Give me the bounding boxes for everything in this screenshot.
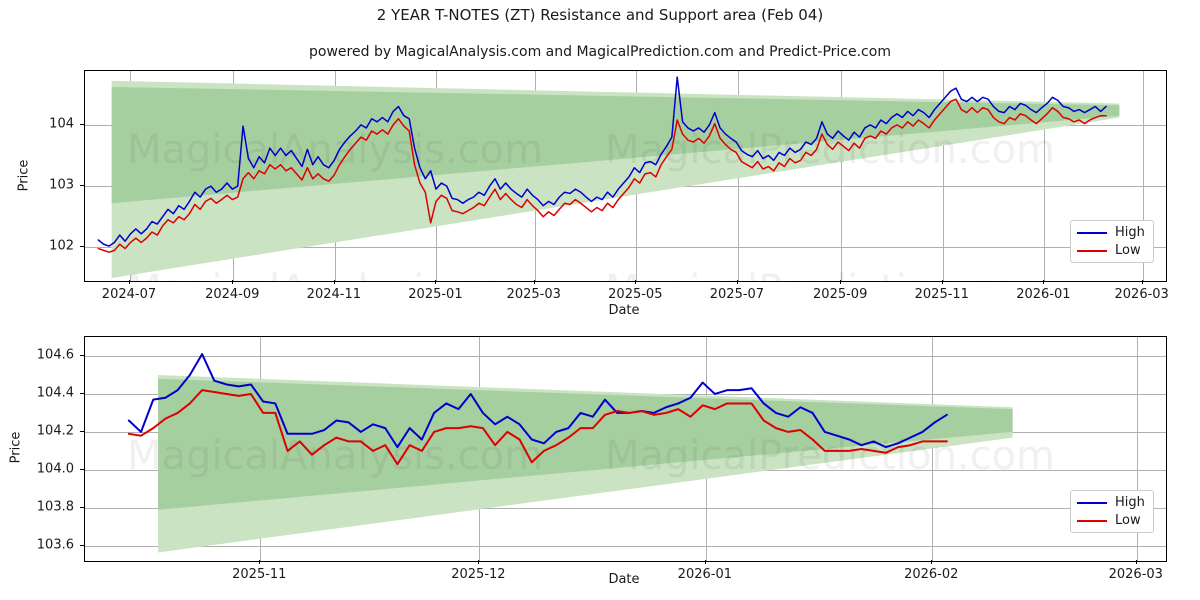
x-axis-tick-label: 2025-09 <box>813 287 868 302</box>
y-axis-tick-mark <box>80 392 84 394</box>
y-axis-tick-mark <box>80 544 84 546</box>
x-axis-tick-mark <box>333 280 335 284</box>
legend-label-low: Low <box>1115 243 1141 258</box>
upper-x-axis-label: Date <box>608 303 640 318</box>
y-axis-tick-mark <box>80 468 84 470</box>
x-axis-tick-label: 2026-01 <box>677 567 733 582</box>
y-axis-tick-label: 104.2 <box>36 423 74 439</box>
y-axis-tick-mark <box>80 246 84 248</box>
x-axis-tick-mark <box>1043 280 1045 284</box>
upper-y-axis-label: Price <box>16 159 32 192</box>
y-axis-tick-label: 104.0 <box>36 461 74 477</box>
legend-entry-low: Low <box>1077 514 1145 527</box>
lower-legend: High Low <box>1070 490 1154 533</box>
y-axis-tick-mark <box>80 185 84 187</box>
x-axis-tick-mark <box>1141 280 1143 284</box>
series-layer <box>127 353 948 466</box>
x-axis-tick-mark <box>704 560 706 564</box>
gridline-vertical <box>1136 337 1138 561</box>
lower-chart-panel: MagicalAnalysis.comMagicalPrediction.com… <box>0 320 1200 600</box>
upper-plot-area: MagicalAnalysis.comMagicalPrediction.com… <box>84 70 1167 282</box>
x-axis-tick-mark <box>259 560 261 564</box>
legend-label-high: High <box>1115 225 1145 240</box>
series-line-high <box>97 76 1107 247</box>
y-axis-tick-label: 104.4 <box>36 385 74 401</box>
y-axis-tick-mark <box>80 123 84 125</box>
gridline-horizontal <box>85 355 1166 357</box>
band-layer <box>158 374 1013 553</box>
x-axis-tick-label: 2025-03 <box>506 287 561 302</box>
gridline-horizontal <box>85 507 1166 509</box>
lower-x-axis-label: Date <box>608 572 640 587</box>
series-line-low <box>127 389 948 466</box>
x-axis-tick-mark <box>635 280 637 284</box>
legend-swatch-high <box>1077 501 1107 504</box>
x-axis-tick-label: 2026-02 <box>904 567 959 582</box>
x-axis-tick-label: 2024-09 <box>205 287 260 302</box>
gridline-horizontal <box>85 247 1166 249</box>
x-axis-tick-label: 2025-07 <box>709 287 765 302</box>
x-axis-tick-label: 2025-05 <box>608 287 663 302</box>
x-axis-tick-label: 2026-03 <box>1108 567 1163 582</box>
legend-swatch-low <box>1077 249 1107 252</box>
legend-entry-high: High <box>1077 496 1145 509</box>
x-axis-tick-label: 2025-01 <box>408 287 463 302</box>
y-axis-tick-label: 103 <box>49 177 74 193</box>
legend-label-high: High <box>1115 495 1145 510</box>
x-axis-tick-mark <box>736 280 738 284</box>
gridline-vertical <box>932 337 934 561</box>
y-axis-tick-label: 104 <box>49 116 74 132</box>
y-axis-tick-label: 103.8 <box>36 499 74 515</box>
x-axis-tick-mark <box>533 280 535 284</box>
lower-plot-area: MagicalAnalysis.comMagicalPrediction.com <box>84 336 1167 562</box>
x-axis-tick-mark <box>931 560 933 564</box>
gridline-vertical <box>942 71 944 281</box>
series-line-low <box>97 98 1107 253</box>
x-axis-tick-label: 2024-07 <box>101 287 157 302</box>
gridline-vertical <box>1142 71 1144 281</box>
gridline-vertical <box>1044 71 1046 281</box>
y-axis-tick-label: 104.6 <box>36 347 74 363</box>
x-axis-tick-mark <box>478 560 480 564</box>
y-axis-tick-mark <box>80 430 84 432</box>
legend-entry-high: High <box>1077 226 1145 239</box>
x-axis-tick-label: 2026-01 <box>1016 287 1071 302</box>
upper-chart-panel: MagicalAnalysis.comMagicalPrediction.com… <box>16 70 1169 318</box>
x-axis-tick-mark <box>232 280 234 284</box>
x-axis-tick-label: 2025-11 <box>232 567 287 582</box>
legend-swatch-high <box>1077 231 1107 234</box>
legend-entry-low: Low <box>1077 244 1145 257</box>
x-axis-tick-mark <box>1135 560 1137 564</box>
x-axis-tick-label: 2026-03 <box>1114 287 1169 302</box>
x-axis-tick-mark <box>840 280 842 284</box>
gridline-horizontal <box>85 545 1166 547</box>
y-axis-tick-mark <box>80 354 84 356</box>
upper-legend: High Low <box>1070 220 1154 263</box>
series-line-high <box>127 353 948 449</box>
band-layer <box>111 80 1120 278</box>
page-title: 2 YEAR T-NOTES (ZT) Resistance and Suppo… <box>376 6 824 24</box>
gridline-vertical <box>841 71 843 281</box>
support-resistance-band-inner <box>111 86 1120 204</box>
x-axis-tick-mark <box>435 280 437 284</box>
x-axis-tick-label: 2025-12 <box>451 567 506 582</box>
x-axis-tick-label: 2025-11 <box>914 287 969 302</box>
x-axis-tick-label: 2024-11 <box>306 287 362 302</box>
y-axis-tick-mark <box>80 506 84 508</box>
x-axis-tick-mark <box>941 280 943 284</box>
legend-swatch-low <box>1077 519 1107 522</box>
x-axis-tick-mark <box>128 280 130 284</box>
y-axis-tick-label: 102 <box>49 238 74 254</box>
y-axis-tick-label: 103.6 <box>36 537 74 553</box>
page-subtitle: powered by MagicalAnalysis.com and Magic… <box>309 44 891 60</box>
support-resistance-band-inner <box>158 378 1013 510</box>
series-layer <box>97 76 1107 253</box>
legend-label-low: Low <box>1115 513 1141 528</box>
